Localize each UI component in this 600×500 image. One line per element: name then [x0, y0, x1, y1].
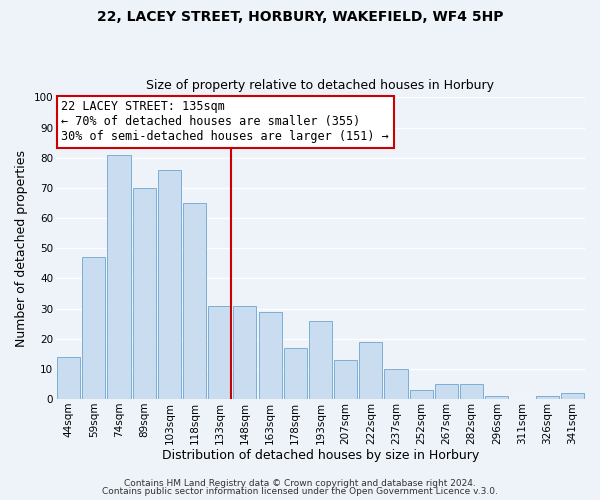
Bar: [233, 306, 256, 399]
Bar: [133, 188, 156, 399]
Bar: [107, 154, 131, 399]
Bar: [82, 257, 106, 399]
Bar: [284, 348, 307, 399]
Bar: [435, 384, 458, 399]
Bar: [334, 360, 357, 399]
Bar: [208, 306, 231, 399]
X-axis label: Distribution of detached houses by size in Horbury: Distribution of detached houses by size …: [162, 450, 479, 462]
Bar: [259, 312, 281, 399]
Bar: [309, 320, 332, 399]
Bar: [359, 342, 382, 399]
Bar: [158, 170, 181, 399]
Text: 22 LACEY STREET: 135sqm
← 70% of detached houses are smaller (355)
30% of semi-d: 22 LACEY STREET: 135sqm ← 70% of detache…: [61, 100, 389, 144]
Bar: [57, 357, 80, 399]
Text: Contains public sector information licensed under the Open Government Licence v.: Contains public sector information licen…: [102, 487, 498, 496]
Text: Contains HM Land Registry data © Crown copyright and database right 2024.: Contains HM Land Registry data © Crown c…: [124, 478, 476, 488]
Title: Size of property relative to detached houses in Horbury: Size of property relative to detached ho…: [146, 79, 494, 92]
Bar: [410, 390, 433, 399]
Bar: [183, 203, 206, 399]
Bar: [485, 396, 508, 399]
Bar: [536, 396, 559, 399]
Bar: [561, 393, 584, 399]
Bar: [385, 369, 407, 399]
Bar: [460, 384, 483, 399]
Text: 22, LACEY STREET, HORBURY, WAKEFIELD, WF4 5HP: 22, LACEY STREET, HORBURY, WAKEFIELD, WF…: [97, 10, 503, 24]
Y-axis label: Number of detached properties: Number of detached properties: [15, 150, 28, 346]
